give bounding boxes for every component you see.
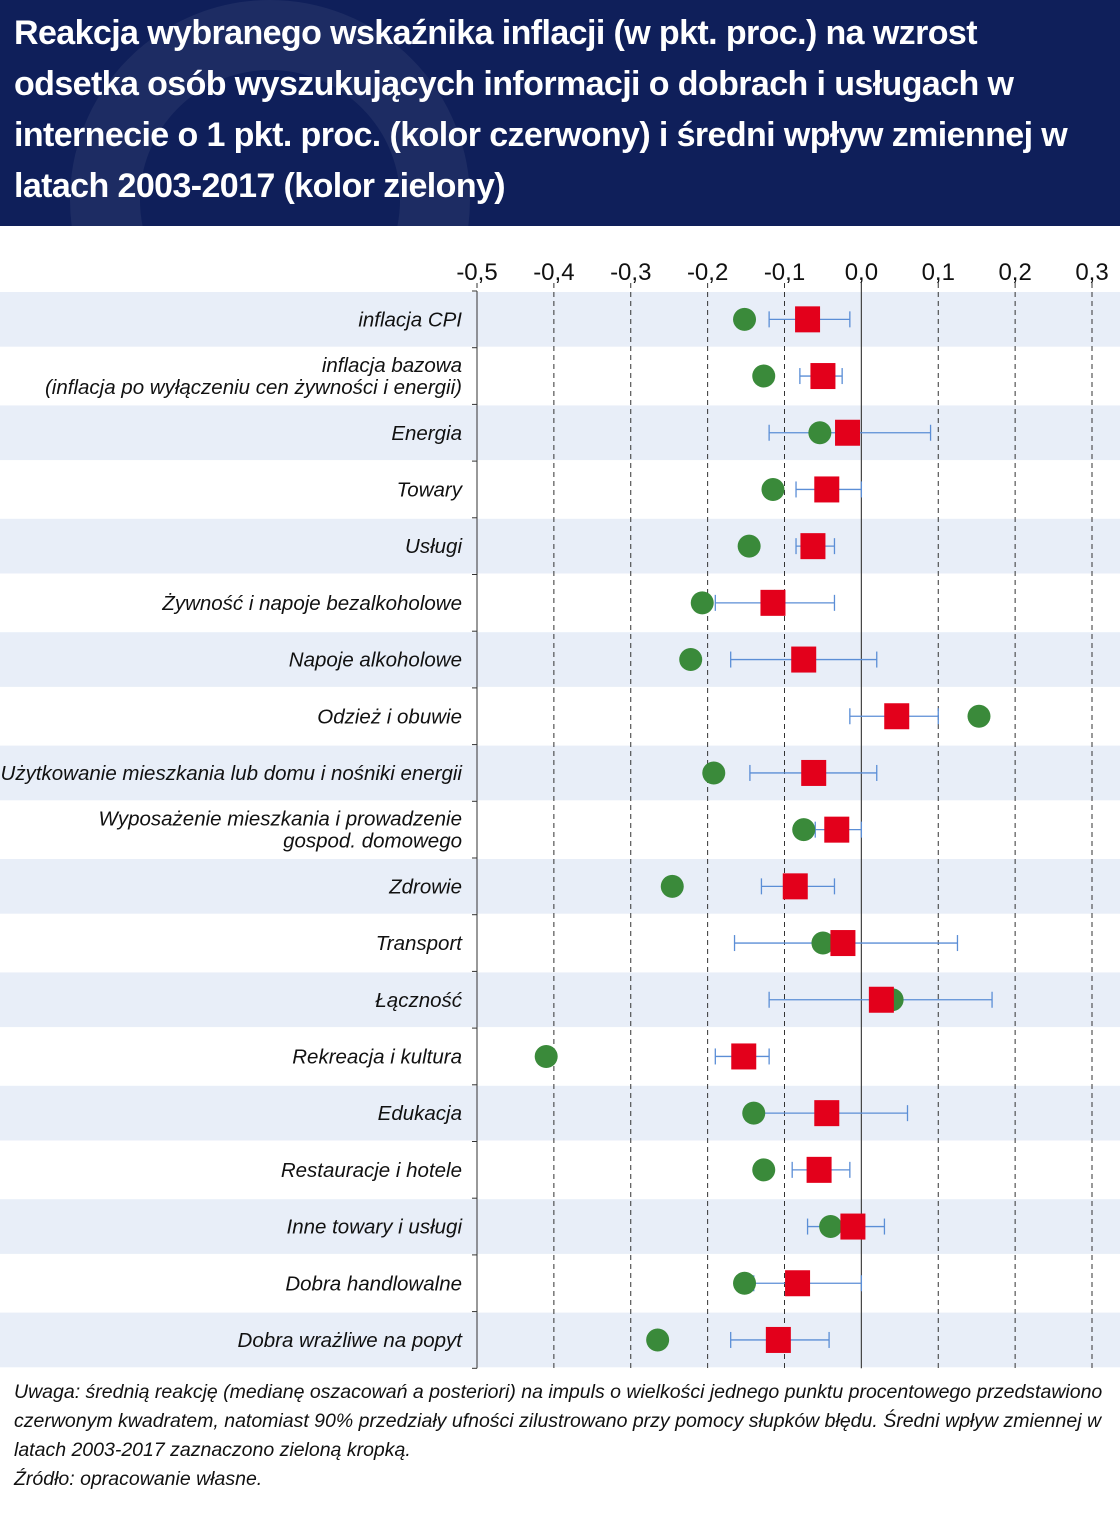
median-point xyxy=(810,363,836,390)
median-point xyxy=(801,759,827,786)
category-label: Dobra wrażliwe na popyt xyxy=(238,1329,464,1352)
category-label: inflacja bazowa xyxy=(322,354,462,377)
row-band xyxy=(0,859,1120,914)
category-label: gospod. domowego xyxy=(283,830,462,853)
median-point xyxy=(824,816,850,843)
row-band xyxy=(0,632,1120,687)
median-point xyxy=(731,1043,757,1070)
median-point xyxy=(814,1100,840,1127)
source-text: Źródło: opracowanie własne. xyxy=(14,1468,263,1490)
average-point xyxy=(752,1158,776,1182)
x-tick-label: -0,5 xyxy=(456,259,497,286)
category-label: Wyposażenie mieszkania i prowadzenie xyxy=(99,808,463,831)
title-banner: Reakcja wybranego wskaźnika inflacji (w … xyxy=(0,0,1120,226)
category-label: Edukacja xyxy=(378,1102,462,1125)
chart-notes: Uwaga: średnią reakcję (medianę oszacowa… xyxy=(14,1378,1109,1494)
median-point xyxy=(868,986,894,1013)
category-label: Inne towary i usługi xyxy=(287,1216,464,1239)
category-label: Łączność xyxy=(375,989,462,1012)
row-band xyxy=(0,292,1120,347)
median-point xyxy=(806,1156,832,1183)
median-point xyxy=(760,589,786,616)
category-label: Energia xyxy=(391,422,462,445)
median-point xyxy=(791,646,817,673)
category-label: Napoje alkoholowe xyxy=(289,649,462,672)
category-label: Dobra handlowalne xyxy=(285,1272,462,1295)
median-point xyxy=(782,873,808,900)
average-point xyxy=(733,307,757,331)
average-point xyxy=(702,761,726,785)
note-text: Uwaga: średnią reakcję (medianę oszacowa… xyxy=(14,1381,1103,1461)
average-point xyxy=(660,874,684,898)
median-point xyxy=(830,930,856,957)
median-point xyxy=(785,1270,811,1297)
category-label: Żywność i napoje bezalkoholowe xyxy=(161,592,462,615)
x-tick-label: -0,4 xyxy=(533,259,574,286)
category-label: inflacja CPI xyxy=(358,308,462,331)
average-point xyxy=(737,534,761,558)
category-label: (inflacja po wyłączeniu cen żywności i e… xyxy=(45,376,462,399)
median-point xyxy=(795,306,821,333)
average-point xyxy=(646,1328,670,1352)
median-point xyxy=(884,703,910,730)
x-tick-label: -0,2 xyxy=(687,259,728,286)
median-point xyxy=(840,1213,866,1240)
median-point xyxy=(800,533,826,560)
row-band xyxy=(0,518,1120,574)
x-tick-label: 0,3 xyxy=(1075,259,1108,286)
chart-area: -0,5 -0,4 -0,3 -0,2 -0,1 0,0 0,1 0,2 0,3 inflacja… xyxy=(0,259,1120,1369)
x-tick-label: -0,3 xyxy=(610,259,651,286)
average-point xyxy=(679,648,703,672)
average-point xyxy=(733,1271,757,1295)
x-tick-label: 0,1 xyxy=(922,259,955,286)
average-point xyxy=(792,818,816,842)
category-label: Transport xyxy=(376,932,464,955)
category-label: Towary xyxy=(397,478,464,501)
median-point xyxy=(814,476,840,503)
category-label: Odzież i obuwie xyxy=(317,705,462,728)
category-label: Restauracje i hotele xyxy=(281,1159,462,1182)
average-point xyxy=(761,477,785,501)
category-label: Usługi xyxy=(405,535,463,558)
x-tick-label: -0,1 xyxy=(764,259,805,286)
average-point xyxy=(808,421,832,445)
median-point xyxy=(765,1326,791,1353)
x-tick-label: 0,2 xyxy=(998,259,1031,286)
average-point xyxy=(811,931,835,955)
average-point xyxy=(742,1101,766,1125)
category-label: Użytkowanie mieszkania lub domu i nośnik… xyxy=(1,762,464,785)
row-band xyxy=(0,1085,1120,1141)
average-point xyxy=(690,591,714,615)
chart-title: Reakcja wybranego wskaźnika inflacji (w … xyxy=(14,14,1068,205)
average-point xyxy=(752,364,776,388)
row-band xyxy=(0,1312,1120,1368)
row-band xyxy=(0,745,1120,801)
x-tick-label: 0,0 xyxy=(845,259,878,286)
average-point xyxy=(819,1215,843,1239)
average-point xyxy=(967,704,991,728)
category-label: Zdrowie xyxy=(388,875,462,898)
average-point xyxy=(534,1044,558,1068)
row-band xyxy=(0,1199,1120,1254)
median-point xyxy=(835,419,861,446)
row-band xyxy=(0,405,1120,461)
category-label: Rekreacja i kultura xyxy=(292,1045,462,1068)
